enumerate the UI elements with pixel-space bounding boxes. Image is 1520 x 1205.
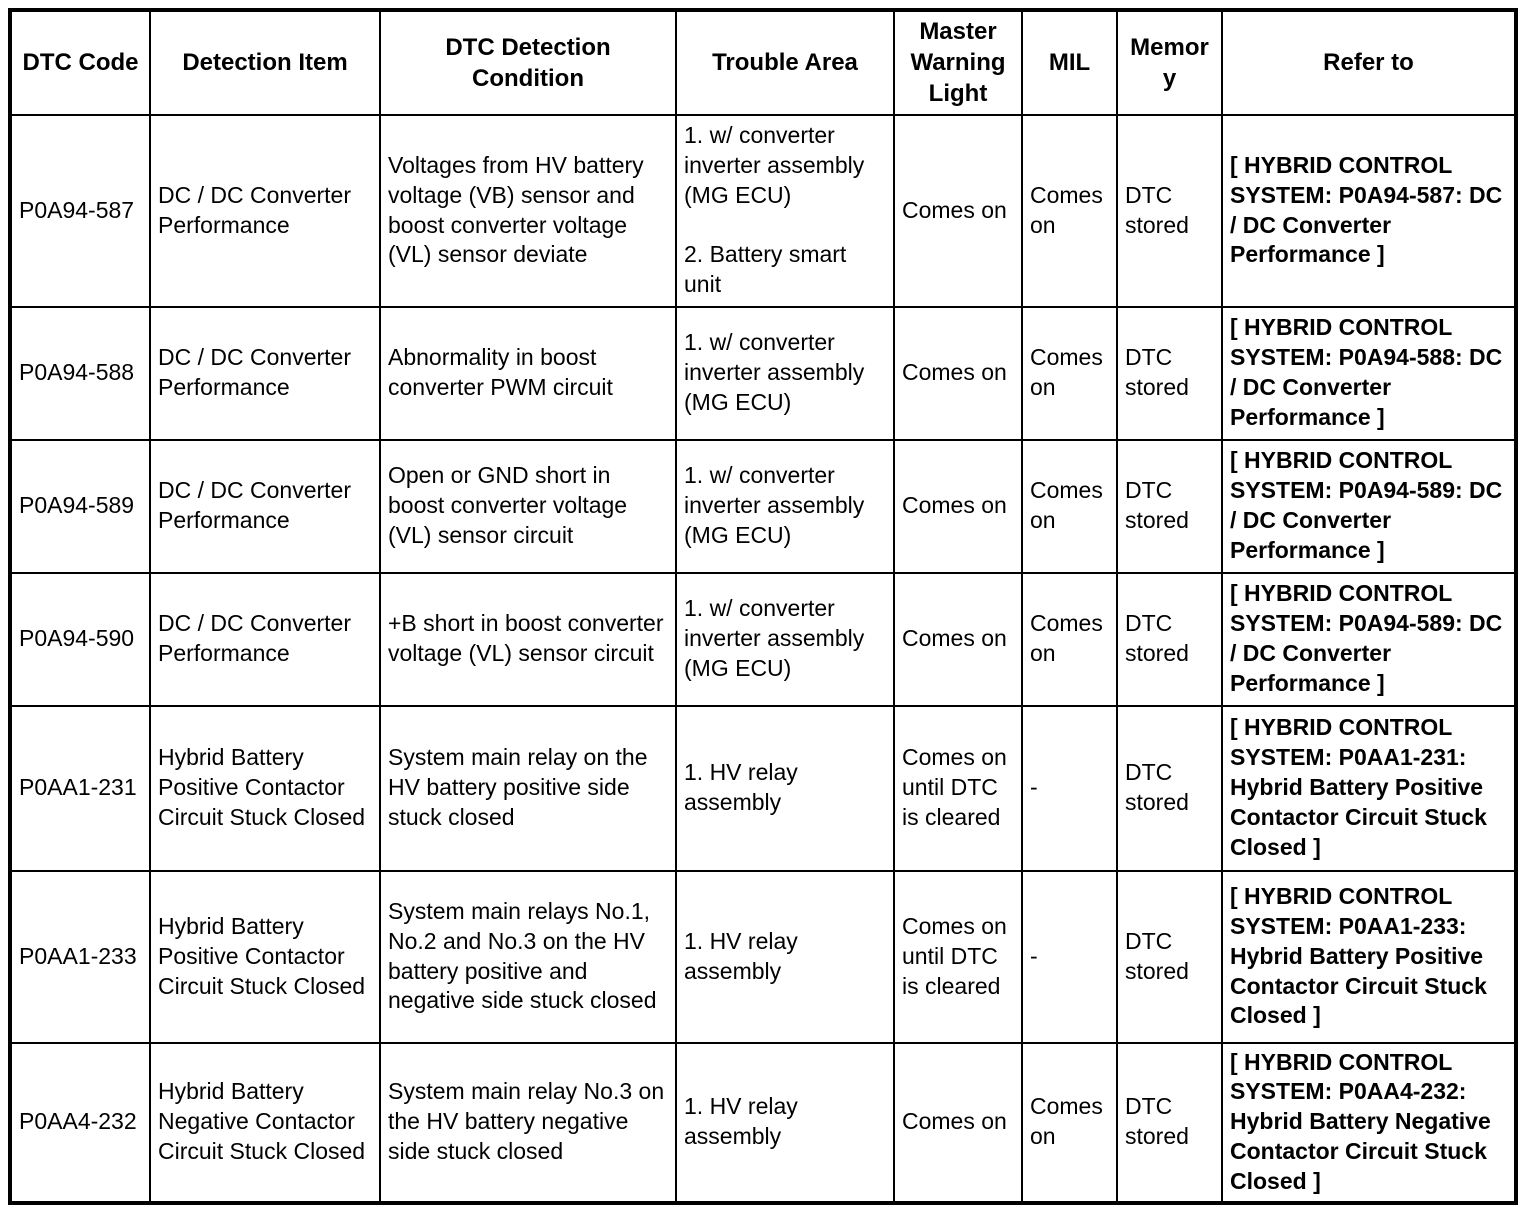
- cell-memory: DTC stored: [1116, 571, 1223, 707]
- cell-trouble-area: 1. HV relay assembly: [675, 704, 895, 872]
- cell-refer-to: [ HYBRID CONTROL SYSTEM: P0A94-587: DC /…: [1221, 113, 1517, 308]
- cell-refer-to: [ HYBRID CONTROL SYSTEM: P0A94-589: DC /…: [1221, 571, 1517, 707]
- cell-dtc-code: P0A94-589: [9, 438, 151, 574]
- cell-trouble-area: 1. HV relay assembly: [675, 1041, 895, 1205]
- header-dtc-code: DTC Code: [9, 9, 151, 116]
- cell-detection-condition: +B short in boost converter voltage (VL)…: [379, 571, 677, 707]
- header-trouble-area: Trouble Area: [675, 9, 895, 116]
- cell-memory: DTC stored: [1116, 704, 1223, 872]
- cell-detection-condition: Abnormality in boost converter PWM circu…: [379, 305, 677, 441]
- cell-detection-item: DC / DC Converter Performance: [149, 305, 381, 441]
- cell-trouble-area: 1. w/ converter inverter assembly (MG EC…: [675, 305, 895, 441]
- cell-mil: Comes on: [1021, 113, 1118, 308]
- table-row: P0A94-588 DC / DC Converter Performance …: [9, 305, 1517, 441]
- cell-trouble-area: 1. w/ converter inverter assembly (MG EC…: [675, 571, 895, 707]
- cell-detection-item: Hybrid Battery Positive Contactor Circui…: [149, 869, 381, 1044]
- cell-refer-to: [ HYBRID CONTROL SYSTEM: P0AA1-231: Hybr…: [1221, 704, 1517, 872]
- cell-detection-condition: Open or GND short in boost converter vol…: [379, 438, 677, 574]
- cell-master-warning-light: Comes on: [893, 571, 1023, 707]
- cell-trouble-area: 1. w/ converter inverter assembly (MG EC…: [675, 113, 895, 308]
- cell-memory: DTC stored: [1116, 869, 1223, 1044]
- table-row: P0A94-589 DC / DC Converter Performance …: [9, 438, 1517, 574]
- cell-dtc-code: P0AA1-231: [9, 704, 151, 872]
- cell-detection-item: Hybrid Battery Negative Contactor Circui…: [149, 1041, 381, 1205]
- header-master-warning-light: Master Warning Light: [893, 9, 1023, 116]
- cell-mil: -: [1021, 869, 1118, 1044]
- cell-dtc-code: P0AA1-233: [9, 869, 151, 1044]
- cell-detection-condition: System main relay on the HV battery posi…: [379, 704, 677, 872]
- cell-master-warning-light: Comes on: [893, 305, 1023, 441]
- cell-refer-to: [ HYBRID CONTROL SYSTEM: P0A94-588: DC /…: [1221, 305, 1517, 441]
- header-detection-condition: DTC Detection Condition: [379, 9, 677, 116]
- cell-dtc-code: P0A94-590: [9, 571, 151, 707]
- table-row: P0A94-590 DC / DC Converter Performance …: [9, 571, 1517, 707]
- cell-dtc-code: P0A94-587: [9, 113, 151, 308]
- cell-detection-item: DC / DC Converter Performance: [149, 571, 381, 707]
- table-row: P0A94-587 DC / DC Converter Performance …: [9, 113, 1517, 308]
- cell-mil: -: [1021, 704, 1118, 872]
- cell-detection-item: Hybrid Battery Positive Contactor Circui…: [149, 704, 381, 872]
- cell-dtc-code: P0AA4-232: [9, 1041, 151, 1205]
- cell-mil: Comes on: [1021, 571, 1118, 707]
- cell-mil: Comes on: [1021, 438, 1118, 574]
- cell-trouble-area: 1. w/ converter inverter assembly (MG EC…: [675, 438, 895, 574]
- header-refer-to: Refer to: [1221, 9, 1517, 116]
- cell-master-warning-light: Comes on: [893, 113, 1023, 308]
- cell-mil: Comes on: [1021, 1041, 1118, 1205]
- cell-master-warning-light: Comes on until DTC is cleared: [893, 704, 1023, 872]
- cell-memory: DTC stored: [1116, 113, 1223, 308]
- cell-refer-to: [ HYBRID CONTROL SYSTEM: P0AA4-232: Hybr…: [1221, 1041, 1517, 1205]
- cell-refer-to: [ HYBRID CONTROL SYSTEM: P0AA1-233: Hybr…: [1221, 869, 1517, 1044]
- cell-detection-item: DC / DC Converter Performance: [149, 438, 381, 574]
- cell-dtc-code: P0A94-588: [9, 305, 151, 441]
- cell-detection-condition: System main relay No.3 on the HV battery…: [379, 1041, 677, 1205]
- cell-mil: Comes on: [1021, 305, 1118, 441]
- cell-memory: DTC stored: [1116, 438, 1223, 574]
- table-header-row: DTC Code Detection Item DTC Detection Co…: [9, 9, 1517, 116]
- cell-trouble-area: 1. HV relay assembly: [675, 869, 895, 1044]
- cell-memory: DTC stored: [1116, 305, 1223, 441]
- table-row: P0AA4-232 Hybrid Battery Negative Contac…: [9, 1041, 1517, 1205]
- cell-refer-to: [ HYBRID CONTROL SYSTEM: P0A94-589: DC /…: [1221, 438, 1517, 574]
- table-row: P0AA1-233 Hybrid Battery Positive Contac…: [9, 869, 1517, 1044]
- cell-memory: DTC stored: [1116, 1041, 1223, 1205]
- cell-detection-condition: Voltages from HV battery voltage (VB) se…: [379, 113, 677, 308]
- cell-detection-item: DC / DC Converter Performance: [149, 113, 381, 308]
- header-detection-item: Detection Item: [149, 9, 381, 116]
- cell-master-warning-light: Comes on: [893, 1041, 1023, 1205]
- cell-master-warning-light: Comes on until DTC is cleared: [893, 869, 1023, 1044]
- table-row: P0AA1-231 Hybrid Battery Positive Contac…: [9, 704, 1517, 872]
- cell-master-warning-light: Comes on: [893, 438, 1023, 574]
- dtc-table: DTC Code Detection Item DTC Detection Co…: [8, 8, 1518, 1205]
- cell-detection-condition: System main relays No.1, No.2 and No.3 o…: [379, 869, 677, 1044]
- header-memory: Memory: [1116, 9, 1223, 116]
- header-mil: MIL: [1021, 9, 1118, 116]
